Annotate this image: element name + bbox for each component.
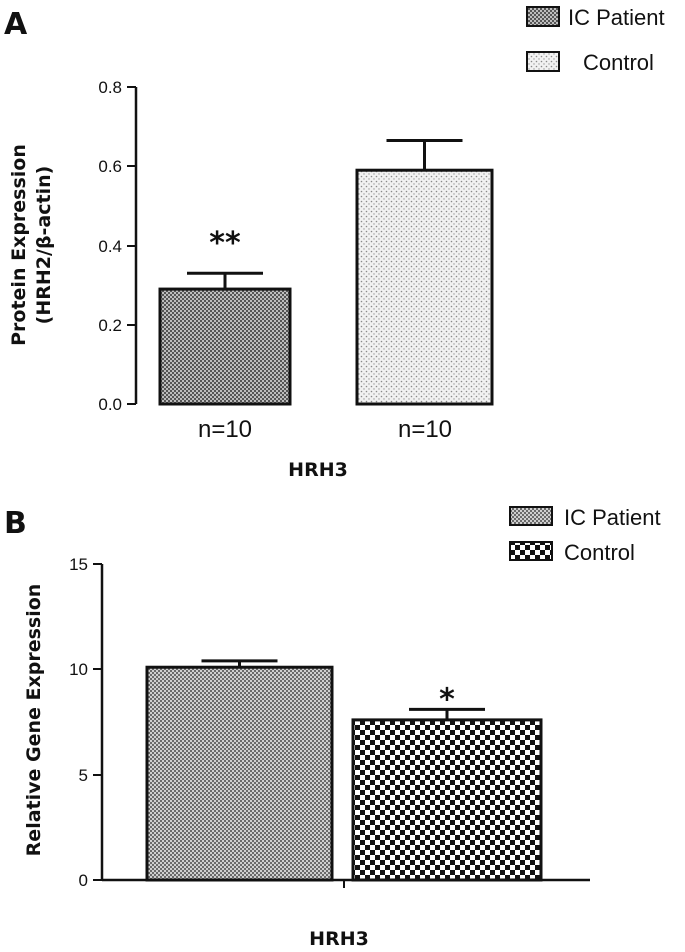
panel-b-letter: B (4, 506, 27, 541)
panel-b-x-label: HRH3 (309, 928, 369, 950)
legend-b-item-1: IC Patient (509, 505, 661, 530)
y-tick-label-a-2: 0.4 (98, 237, 122, 256)
bar-b-control (351, 718, 543, 882)
panel-a-bars: ** (158, 138, 494, 406)
panel-b-legend: IC Patient Control (509, 505, 661, 565)
bar-b-ic-patient (145, 665, 334, 882)
legend-b-item-2: Control (509, 540, 635, 565)
y-tick-label-a-0: 0.0 (98, 395, 122, 414)
y-tick-label-a-4: 0.8 (98, 78, 122, 97)
panel-a: A IC Patient Control 0.0 0.2 0.4 (4, 5, 665, 481)
legend-a-label-1: IC Patient (568, 5, 665, 30)
legend-a-label-2: Control (583, 50, 654, 75)
legend-b-swatch-2 (509, 541, 553, 561)
panel-a-y-ticks: 0.0 0.2 0.4 0.6 0.8 (98, 78, 136, 414)
panel-a-legend: IC Patient Control (526, 5, 665, 75)
legend-b-label-2: Control (564, 540, 635, 565)
panel-a-y-label-2: (HRH2/β-actin) (33, 166, 55, 325)
x-cat-label-a-2: n=10 (398, 416, 452, 443)
y-tick-label-b-3: 15 (69, 555, 88, 574)
legend-a-swatch-1 (526, 6, 560, 27)
y-tick-label-b-1: 5 (79, 766, 88, 785)
sig-a-ic-patient: ** (209, 226, 241, 261)
panel-a-letter: A (4, 7, 28, 42)
panel-a-y-label-1: Protein Expression (8, 144, 30, 346)
legend-a-item-2: Control (526, 50, 654, 75)
legend-b-swatch-1 (509, 506, 553, 526)
panel-b-y-ticks: 0 5 10 15 (69, 555, 102, 890)
y-tick-label-a-3: 0.6 (98, 157, 122, 176)
y-tick-label-a-1: 0.2 (98, 316, 122, 335)
y-tick-label-b-2: 10 (69, 660, 88, 679)
panel-a-x-label: HRH3 (288, 459, 348, 481)
legend-b-label-1: IC Patient (564, 505, 661, 530)
legend-a-item-1: IC Patient (526, 5, 665, 30)
sig-b-control: * (439, 682, 455, 717)
bar-a-control (355, 168, 494, 406)
y-tick-label-b-0: 0 (79, 871, 88, 890)
x-cat-label-a-1: n=10 (198, 416, 252, 443)
bar-a-ic-patient (158, 287, 292, 406)
panel-a-y-axis: 0.0 0.2 0.4 0.6 0.8 Protein Expression (… (8, 78, 138, 414)
panel-b-bars: * (145, 659, 543, 882)
panel-b: B IC Patient Control 0 5 10 15 (4, 505, 661, 950)
legend-a-swatch-2 (526, 51, 560, 72)
panel-b-y-axis: 0 5 10 15 Relative Gene Expression (23, 555, 104, 890)
panel-b-y-label: Relative Gene Expression (23, 584, 45, 857)
